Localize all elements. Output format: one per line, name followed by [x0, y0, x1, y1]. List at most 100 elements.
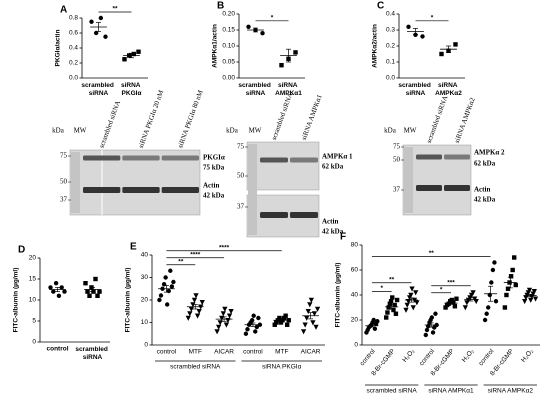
point: [513, 282, 518, 288]
point: [95, 293, 100, 298]
y-tick-label: 0.1: [386, 59, 395, 66]
point: [384, 315, 389, 320]
point: [103, 34, 108, 39]
point: [387, 301, 393, 306]
point: [451, 300, 456, 305]
x-tick-label: control: [243, 349, 263, 356]
x-tick-label: siRNA AMPKα2: [435, 82, 462, 97]
band-label: 75 kDa: [203, 164, 225, 172]
point: [215, 324, 222, 330]
point: [532, 296, 539, 302]
point: [48, 285, 53, 290]
point: [462, 305, 468, 311]
point: [281, 315, 287, 321]
protein-band: [290, 157, 318, 163]
significance-label: **: [389, 276, 395, 283]
y-tick-label: 0.15: [222, 27, 235, 34]
group-label: scrambled siRNA: [170, 364, 221, 371]
point: [393, 311, 399, 316]
point: [214, 329, 220, 335]
lane-label: siRNA PKGIα 20 nM: [137, 88, 166, 149]
point: [272, 322, 277, 327]
point: [510, 267, 515, 273]
point: [217, 320, 223, 326]
actin-band: [122, 187, 160, 193]
dot-plot: E FITC-albumin (µg/ml) 0 10 20 30 40 control MTF…: [125, 242, 325, 371]
point: [59, 285, 64, 290]
y-tick-label: 0: [144, 342, 148, 349]
point: [188, 306, 195, 312]
point: [274, 320, 279, 325]
group-label: siRNA PKGIα: [262, 364, 301, 371]
panel-label: F: [340, 232, 346, 243]
point: [256, 315, 261, 321]
band-label: PKGIα: [203, 154, 225, 162]
x-tick-label: H₂O₂: [401, 348, 416, 364]
point: [410, 305, 416, 311]
significance-label: ****: [219, 244, 230, 251]
point: [305, 309, 311, 315]
panel-label: A: [60, 5, 67, 16]
point: [166, 288, 171, 294]
y-tick-label: 20: [29, 255, 37, 262]
point: [504, 292, 509, 298]
y-tick-label: 20: [351, 317, 359, 324]
x-tick-label: control: [477, 347, 495, 367]
mw-label: MW: [249, 127, 262, 135]
point: [158, 293, 164, 298]
point: [222, 306, 228, 312]
group-label: scrambled siRNA: [367, 388, 418, 395]
x-tick-label: MTF: [189, 349, 202, 356]
point: [311, 311, 318, 317]
actin-band: [444, 185, 470, 191]
panel-label: B: [217, 1, 224, 12]
point: [131, 51, 137, 57]
point: [223, 322, 230, 328]
point: [430, 330, 436, 335]
marker-label: 50: [60, 178, 68, 186]
blot-membrane: [69, 149, 201, 216]
band-label: 62 kDa: [322, 163, 344, 171]
point: [191, 297, 198, 303]
significance-label: *: [381, 285, 384, 292]
point: [484, 311, 489, 316]
mw-label: MW: [74, 127, 87, 135]
point: [245, 327, 250, 332]
kda-label: kDa: [52, 127, 65, 135]
blot-membrane: [246, 141, 320, 191]
y-axis-label: FITC-albumin (µg/ml): [335, 263, 342, 328]
point: [199, 300, 205, 306]
y-tick-label: 0: [354, 342, 358, 349]
actin-band: [83, 187, 121, 193]
actin-band: [290, 212, 318, 218]
dot-plot: C AMPKα2/actin 0.0 0.1 0.2 0.3 0.4 scrambled si…: [372, 1, 465, 97]
point: [414, 300, 420, 306]
point: [310, 320, 316, 326]
point: [403, 307, 409, 313]
point: [486, 305, 491, 310]
marker-label: 75: [237, 143, 245, 151]
protein-band: [444, 154, 470, 160]
protein-band: [83, 155, 121, 161]
point: [394, 297, 400, 303]
y-tick-label: 0.4: [386, 11, 395, 18]
point: [443, 305, 448, 310]
protein-band: [122, 155, 160, 161]
point: [89, 19, 94, 24]
point: [522, 299, 528, 305]
point: [392, 302, 397, 308]
band-label: 42 kDa: [203, 192, 225, 200]
point: [492, 260, 497, 265]
point: [385, 310, 390, 315]
point: [391, 307, 396, 313]
point: [505, 286, 511, 291]
y-tick-label: 20: [141, 297, 149, 304]
marker-label: 37: [237, 203, 245, 211]
y-tick-label: 0.05: [222, 59, 235, 66]
protein-band: [416, 154, 442, 160]
significance-label: *: [440, 286, 443, 293]
mw-lane: [248, 144, 257, 235]
x-tick-label: H₂O₂: [461, 348, 476, 364]
